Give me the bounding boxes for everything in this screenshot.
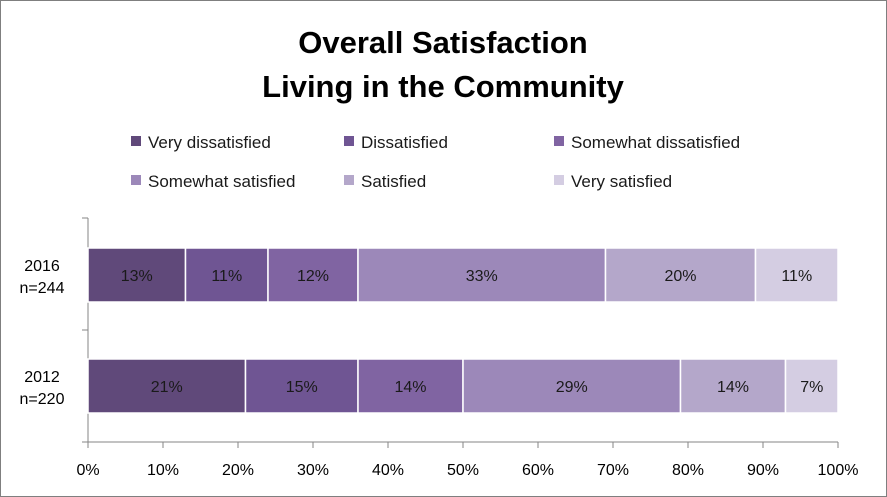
data-label: 29% [556, 379, 588, 396]
legend: Very dissatisfied Dissatisfied Somewhat di… [131, 133, 740, 191]
category-year-label: 2016 [24, 258, 60, 275]
data-label: 13% [121, 268, 153, 285]
bar-segment-dissatisfied-2016 [184, 247, 269, 303]
x-tick-label: 0% [76, 462, 99, 479]
legend-label-dissatisfied: Dissatisfied [361, 133, 448, 152]
data-label: 15% [286, 379, 318, 396]
x-tick-label: 30% [297, 462, 329, 479]
bar-segment-dissatisfied-2012 [244, 358, 359, 414]
x-tick-label: 80% [672, 462, 704, 479]
bar-segment-satisfied-2012 [679, 358, 787, 414]
legend-label-somewhat-satisfied: Somewhat satisfied [148, 172, 295, 191]
legend-label-very-dissatisfied: Very dissatisfied [148, 133, 271, 152]
x-tick-label: 10% [147, 462, 179, 479]
data-label: 11% [211, 268, 242, 285]
data-label: 21% [151, 379, 183, 396]
x-tick-label: 40% [372, 462, 404, 479]
x-tick-label: 20% [222, 462, 254, 479]
data-label: 14% [717, 379, 749, 396]
bar-segment-very-dissatisfied-2012 [87, 358, 247, 414]
bars: 13% 11% 12% 33% 20% 11% 21% 15% 14% 29% 14% 7% [87, 247, 839, 414]
bar-segment-very-satisfied-2012 [784, 358, 839, 414]
legend-swatch-dissatisfied [344, 136, 354, 146]
legend-swatch-very-dissatisfied [131, 136, 141, 146]
legend-swatch-somewhat-dissatisfied [554, 136, 564, 146]
bar-segment-very-satisfied-2016 [754, 247, 839, 303]
legend-label-satisfied: Satisfied [361, 172, 426, 191]
bar-segment-somewhat-satisfied-2016 [357, 247, 607, 303]
x-tick-label: 50% [447, 462, 479, 479]
data-label: 7% [800, 379, 823, 396]
x-tick-label: 90% [747, 462, 779, 479]
bar-segment-satisfied-2016 [604, 247, 757, 303]
data-label: 20% [664, 268, 696, 285]
data-label: 33% [466, 268, 498, 285]
legend-swatch-very-satisfied [554, 175, 564, 185]
legend-swatch-satisfied [344, 175, 354, 185]
bar-segment-very-dissatisfied-2016 [87, 247, 187, 303]
data-label: 14% [394, 379, 426, 396]
data-label: 12% [297, 268, 329, 285]
data-label: 11% [781, 268, 812, 285]
bar-segment-somewhat-satisfied-2012 [462, 358, 682, 414]
chart-title-line-1: Overall Satisfaction [298, 25, 587, 60]
category-n-label: n=220 [20, 391, 65, 408]
legend-swatch-somewhat-satisfied [131, 175, 141, 185]
category-year-label: 2012 [24, 369, 60, 386]
x-tick-label: 100% [818, 462, 859, 479]
legend-label-very-satisfied: Very satisfied [571, 172, 672, 191]
x-tick-label: 70% [597, 462, 629, 479]
chart-title-line-2: Living in the Community [262, 69, 624, 104]
chart-title: Overall Satisfaction Living in the Commu… [262, 25, 624, 104]
category-n-label: n=244 [20, 280, 65, 297]
x-tick-label: 60% [522, 462, 554, 479]
legend-label-somewhat-dissatisfied: Somewhat dissatisfied [571, 133, 740, 152]
